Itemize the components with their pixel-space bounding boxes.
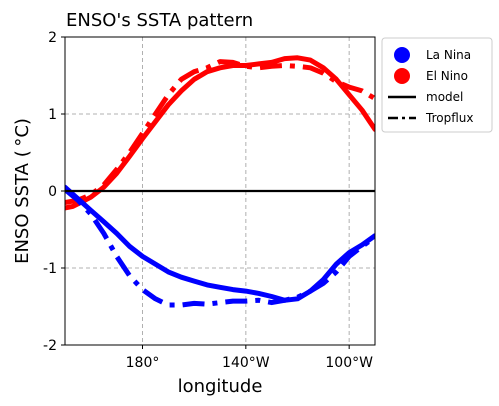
axes [61, 36, 376, 349]
y-tick-label: 1 [48, 107, 57, 123]
x-tick-label: 100°W [325, 355, 373, 371]
legend-label-tropflux: Tropflux [425, 111, 473, 125]
x-axis-title: longitude [178, 376, 263, 397]
legend-marker-el-nino [394, 68, 410, 84]
y-tick-label: 0 [48, 184, 57, 200]
y-tick-label: 2 [48, 30, 57, 46]
series-line-la-nina-solid [65, 184, 375, 303]
y-tick-label: -1 [43, 261, 57, 277]
series-line-la-nina-dashdot [65, 187, 375, 308]
legend-label-la-nina: La Nina [426, 48, 471, 62]
chart-title: ENSO's SSTA pattern [66, 10, 253, 31]
x-tick-label: 140°W [222, 355, 270, 371]
series-line-el-nino-dashdot [65, 59, 375, 205]
y-axis-title: ENSO SSTA ( °C) [12, 118, 33, 264]
legend: La Nina El Nino model Tropflux [381, 37, 493, 133]
legend-marker-la-nina [394, 47, 410, 63]
tick-labels: 180° 140°W 100°W 2 1 0 -1 -2 [43, 30, 373, 371]
y-tick-label: -2 [43, 338, 57, 354]
series-line-el-nino-solid [65, 55, 375, 211]
legend-label-el-nino: El Nino [426, 69, 468, 83]
series-lines [65, 55, 375, 308]
legend-label-model: model [426, 90, 463, 104]
x-tick-label: 180° [126, 355, 160, 371]
legend-box [381, 37, 493, 133]
